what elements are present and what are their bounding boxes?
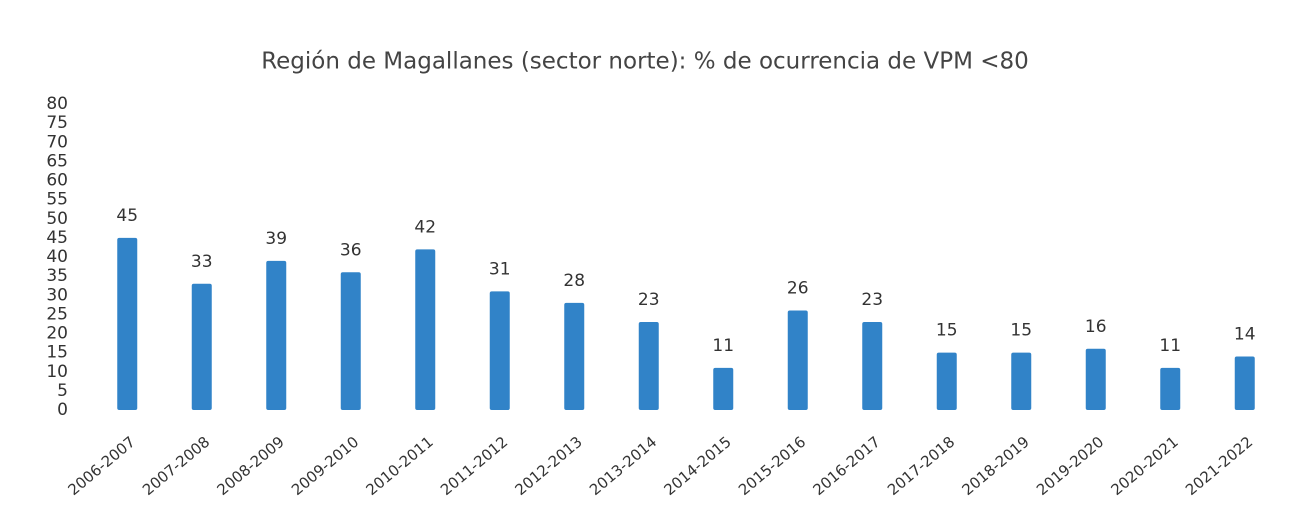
- data-label: 31: [489, 259, 511, 279]
- y-tick-label: 75: [46, 113, 68, 133]
- y-tick-label: 15: [46, 343, 68, 363]
- data-label: 36: [340, 240, 362, 260]
- data-label: 42: [414, 217, 436, 237]
- data-label: 33: [191, 252, 213, 272]
- y-tick-label: 20: [46, 324, 68, 344]
- bar: [191, 283, 212, 410]
- bar: [340, 272, 361, 410]
- bar: [266, 260, 287, 410]
- data-label: 15: [936, 321, 958, 341]
- y-tick-label: 50: [46, 209, 68, 229]
- data-label: 26: [787, 279, 809, 299]
- y-tick-label: 35: [46, 266, 68, 286]
- data-label: 23: [638, 290, 660, 310]
- data-label: 45: [116, 206, 138, 226]
- bar: [489, 291, 510, 410]
- data-label: 23: [861, 290, 883, 310]
- bar: [1085, 348, 1106, 410]
- data-label: 14: [1234, 324, 1256, 344]
- y-tick-label: 25: [46, 304, 68, 324]
- data-label: 11: [712, 336, 734, 356]
- y-tick-label: 60: [46, 171, 68, 191]
- bar: [713, 367, 734, 410]
- chart-title: Región de Magallanes (sector norte): % d…: [261, 49, 1029, 75]
- bar: [1234, 356, 1255, 410]
- bar: [1160, 367, 1181, 410]
- bar: [1011, 352, 1032, 410]
- y-tick-label: 70: [46, 132, 68, 152]
- bar: [564, 302, 585, 410]
- data-label: 11: [1159, 336, 1181, 356]
- y-tick-label: 10: [46, 362, 68, 382]
- data-label: 28: [563, 271, 585, 291]
- bar: [862, 322, 883, 410]
- y-tick-label: 5: [57, 381, 68, 401]
- bar: [936, 352, 957, 410]
- data-label: 15: [1010, 321, 1032, 341]
- y-tick-label: 45: [46, 228, 68, 248]
- y-tick-label: 0: [57, 400, 68, 420]
- y-tick-label: 65: [46, 151, 68, 171]
- data-label: 16: [1085, 317, 1107, 337]
- bar: [117, 237, 138, 410]
- y-tick-label: 80: [46, 94, 68, 114]
- data-label: 39: [265, 229, 287, 249]
- bar: [638, 322, 659, 410]
- bar: [787, 310, 808, 410]
- y-tick-label: 55: [46, 190, 68, 210]
- y-tick-label: 40: [46, 247, 68, 267]
- y-tick-label: 30: [46, 285, 68, 305]
- bar: [415, 249, 436, 410]
